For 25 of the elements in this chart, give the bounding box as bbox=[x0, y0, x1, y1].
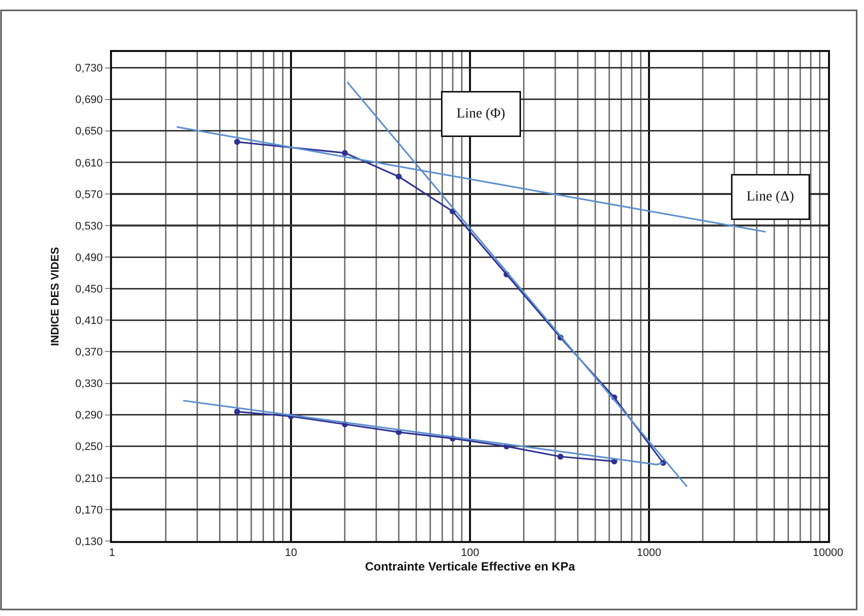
x-tick-label: 1 bbox=[108, 547, 116, 560]
y-tick-label: 0,490 bbox=[75, 252, 103, 264]
y-tick-label: 0,290 bbox=[75, 410, 103, 422]
y-tick-label: 0,370 bbox=[75, 346, 103, 359]
y-tick-label: 0,530 bbox=[75, 220, 103, 232]
y-tick-label: 0,130 bbox=[75, 536, 103, 548]
y-tick-label: 0,730 bbox=[75, 62, 103, 75]
y-tick-label: 0,410 bbox=[75, 315, 103, 328]
y-tick-label: 0,210 bbox=[75, 472, 103, 485]
y-tick-label: 0,250 bbox=[75, 441, 103, 454]
y-tick-label: 0,330 bbox=[75, 378, 103, 390]
y-axis-title: INDICE DES VIDES bbox=[49, 246, 62, 346]
y-tick-label: 0,650 bbox=[75, 126, 103, 138]
x-tick-label: 1000 bbox=[636, 547, 662, 560]
y-tick-label: 0,570 bbox=[75, 188, 103, 201]
y-tick-label: 0,450 bbox=[75, 283, 103, 296]
x-axis-title: Contrainte Verticale Effective en KPa bbox=[364, 560, 576, 574]
annotation: Line (Δ) bbox=[746, 190, 794, 204]
y-tick-label: 0,690 bbox=[75, 94, 103, 106]
x-tick-label: 10000 bbox=[812, 547, 844, 560]
x-tick-label: 10 bbox=[284, 547, 298, 560]
annotation: Line (Φ) bbox=[456, 106, 506, 122]
y-tick-label: 0,170 bbox=[75, 504, 103, 516]
y-tick-label: 0,610 bbox=[75, 157, 103, 170]
x-tick-label: 100 bbox=[460, 547, 480, 560]
